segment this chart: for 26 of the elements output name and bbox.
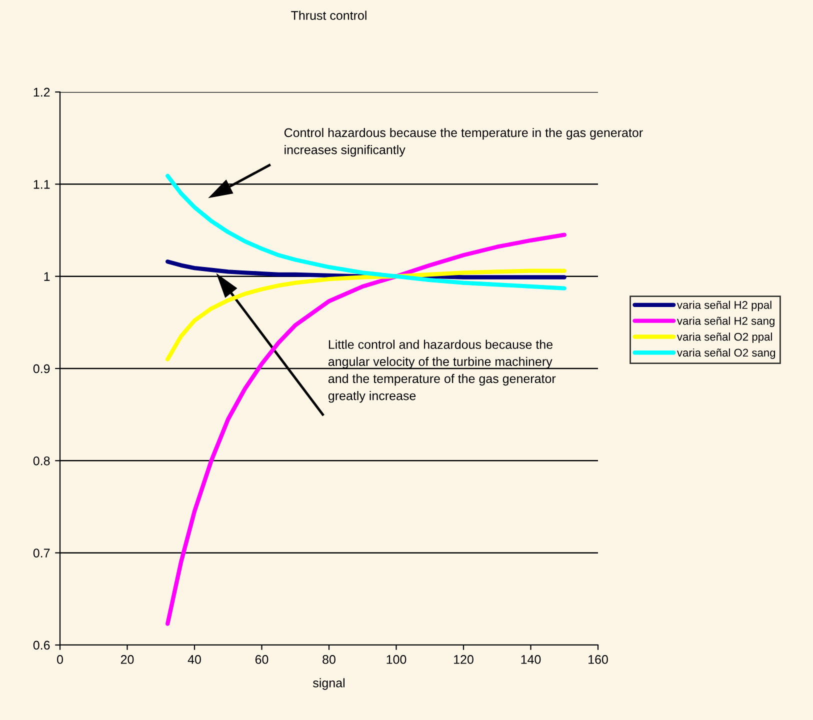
x-tick-label: 80 <box>322 655 336 664</box>
legend-label: varia señal H2 sang <box>676 316 774 328</box>
line-series <box>166 174 566 290</box>
annotation: Little control and hazardous because the angular velocity of the turbine machinery and the temperature of the gas generator greatly increase <box>328 340 556 403</box>
x-tick-label: 140 <box>521 655 541 664</box>
x-tick-label: 160 <box>588 655 608 664</box>
legend-label: varia señal O2 sang <box>676 348 776 359</box>
x-tick-label: 40 <box>188 655 201 664</box>
x-tick-label: 60 <box>255 655 268 664</box>
chart-title: Thrust control <box>291 10 366 20</box>
y-tick-label: 1.2 <box>34 88 50 97</box>
x-tick-label: 100 <box>386 655 406 664</box>
legend-label: varia señal O2 ppal <box>676 332 772 343</box>
y-tick-label: 0.8 <box>33 456 50 466</box>
y-tick-label: 0.6 <box>33 640 50 650</box>
y-tick-label: 0.7 <box>33 548 50 558</box>
x-tick-label: 0 <box>57 655 63 664</box>
y-tick-label: 1.1 <box>34 180 50 189</box>
legend-label: varia señal H2 ppal <box>676 300 772 312</box>
annotation: Control hazardous because the temperature in the gas generator increases significantly <box>284 128 643 157</box>
line-series <box>166 232 566 626</box>
x-tick-label: 120 <box>454 655 474 664</box>
y-tick-label: 1 <box>44 272 50 281</box>
x-tick-label: 20 <box>120 655 134 664</box>
y-tick-label: 0.9 <box>33 364 50 374</box>
x-axis-title: signal <box>313 678 344 690</box>
